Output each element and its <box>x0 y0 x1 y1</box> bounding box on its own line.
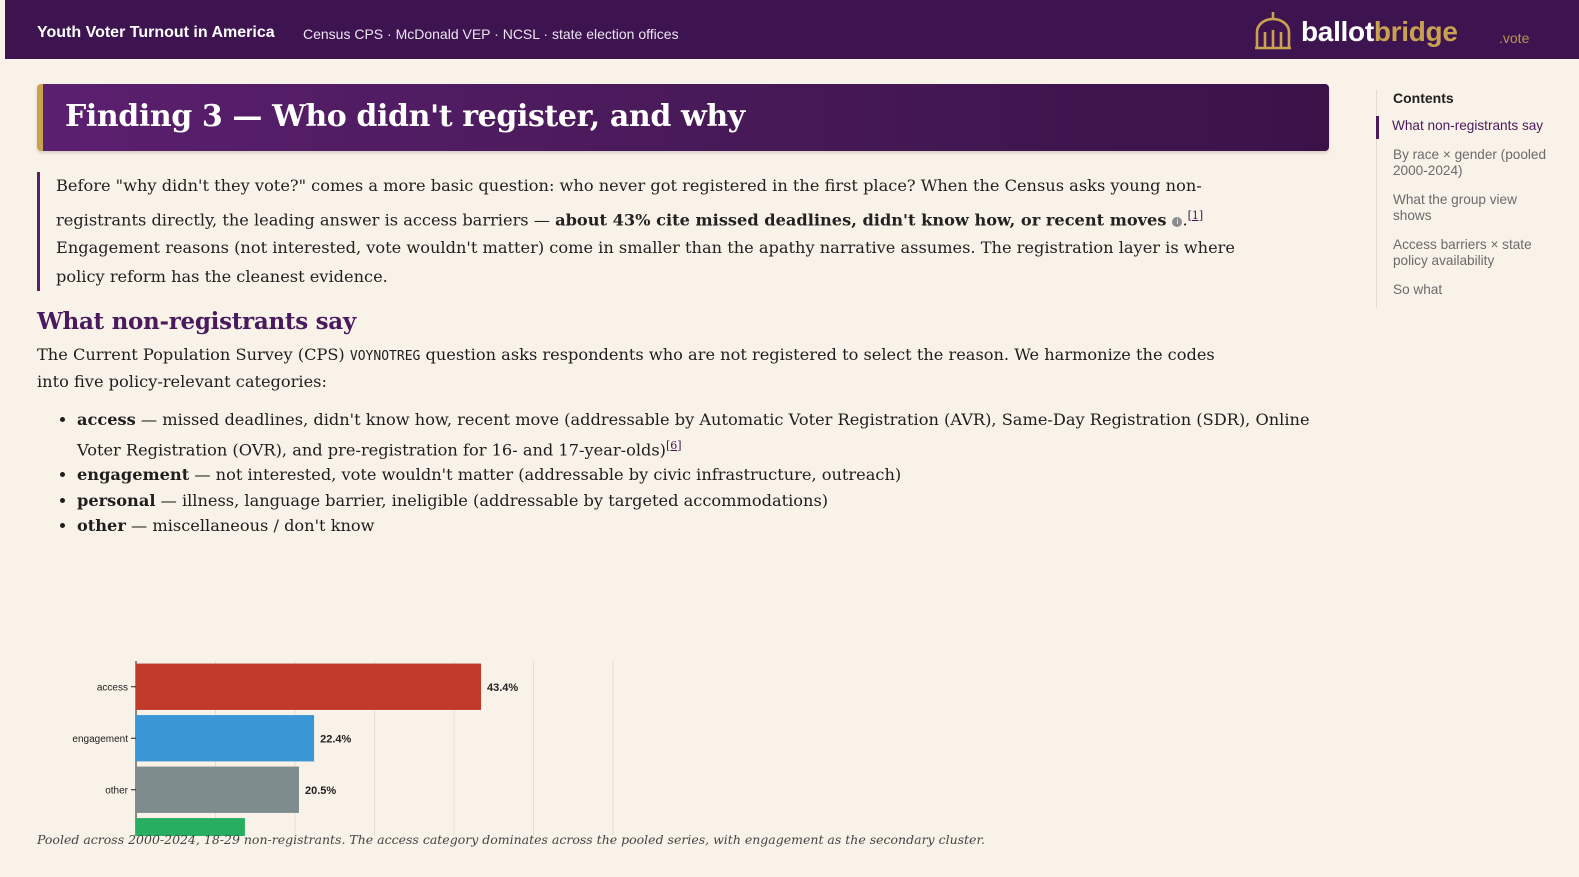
toc-title: Contents <box>1393 90 1454 106</box>
chart-caption: Pooled across 2000-2024, 18-29 non-regis… <box>37 832 986 847</box>
bar-access <box>136 663 482 710</box>
table-of-contents: Contents What non-registrants say By rac… <box>1376 90 1557 308</box>
toc-item-access-barriers[interactable]: Access barriers × state policy availabil… <box>1393 236 1532 269</box>
section-intro: The Current Population Survey (CPS) VOYN… <box>37 345 1215 391</box>
toc-item-group-view[interactable]: What the group view shows <box>1393 191 1517 224</box>
data-label: 20.5% <box>305 785 336 797</box>
list-item: other — miscellaneous / don't know <box>77 513 1327 539</box>
toc-item-race-gender[interactable]: By race × gender (pooled 2000-2024) <box>1393 146 1547 179</box>
list-item: personal — illness, language barrier, in… <box>77 488 1327 514</box>
category-list: access — missed deadlines, didn't know h… <box>37 407 1327 539</box>
top-bar: Youth Voter Turnout in America Census CP… <box>5 0 1579 59</box>
footnote-1-link[interactable]: [1] <box>1187 208 1204 222</box>
lede-callout: Before "why didn't they vote?" comes a m… <box>37 172 1274 292</box>
lede-key-stat: about 43% cite missed deadlines, didn't … <box>555 209 1167 229</box>
main-content: Finding 3 — Who didn't register, and why… <box>37 84 1329 847</box>
lede-period: . <box>1182 209 1188 229</box>
lede-text-end: Engagement reasons (not interested, vote… <box>56 238 1235 286</box>
finding-banner: Finding 3 — Who didn't register, and why <box>37 84 1329 151</box>
list-item: engagement — not interested, vote wouldn… <box>77 462 1327 488</box>
site-title[interactable]: Youth Voter Turnout in America <box>37 24 275 41</box>
data-label: 43.4% <box>487 682 518 694</box>
y-tick-label: access <box>97 682 128 693</box>
toc-item-so-what[interactable]: So what <box>1393 281 1443 297</box>
toc-item-non-registrants[interactable]: What non-registrants say <box>1376 116 1557 139</box>
logo-tld: .vote <box>1499 30 1530 46</box>
y-tick-label: engagement <box>72 734 128 745</box>
site-sources: Census CPS · McDonald VEP · NCSL · state… <box>303 26 679 42</box>
page-title: Finding 3 — Who didn't register, and why <box>65 99 745 134</box>
info-icon[interactable]: i <box>1172 216 1183 227</box>
capitol-icon <box>1253 10 1293 54</box>
code-term: VOYNOTREG <box>349 349 421 364</box>
data-label: 22.4% <box>320 733 351 745</box>
y-tick-label: other <box>105 785 128 796</box>
reasons-bar-chart: 0102030405060access43.4%engagement22.4%o… <box>72 661 614 836</box>
bar-personal <box>136 818 245 836</box>
list-item: access — missed deadlines, didn't know h… <box>77 407 1327 462</box>
bar-other <box>136 766 299 813</box>
brand-logo[interactable]: ballotbridge <box>1253 10 1458 54</box>
section-title: What non-registrants say <box>37 308 356 335</box>
lede-text-start: Before "why didn't they vote?" comes a m… <box>56 176 1202 229</box>
logo-wordmark: ballotbridge <box>1301 16 1458 47</box>
footnote-6-link[interactable]: [6] <box>665 438 682 452</box>
bar-engagement <box>136 715 315 762</box>
